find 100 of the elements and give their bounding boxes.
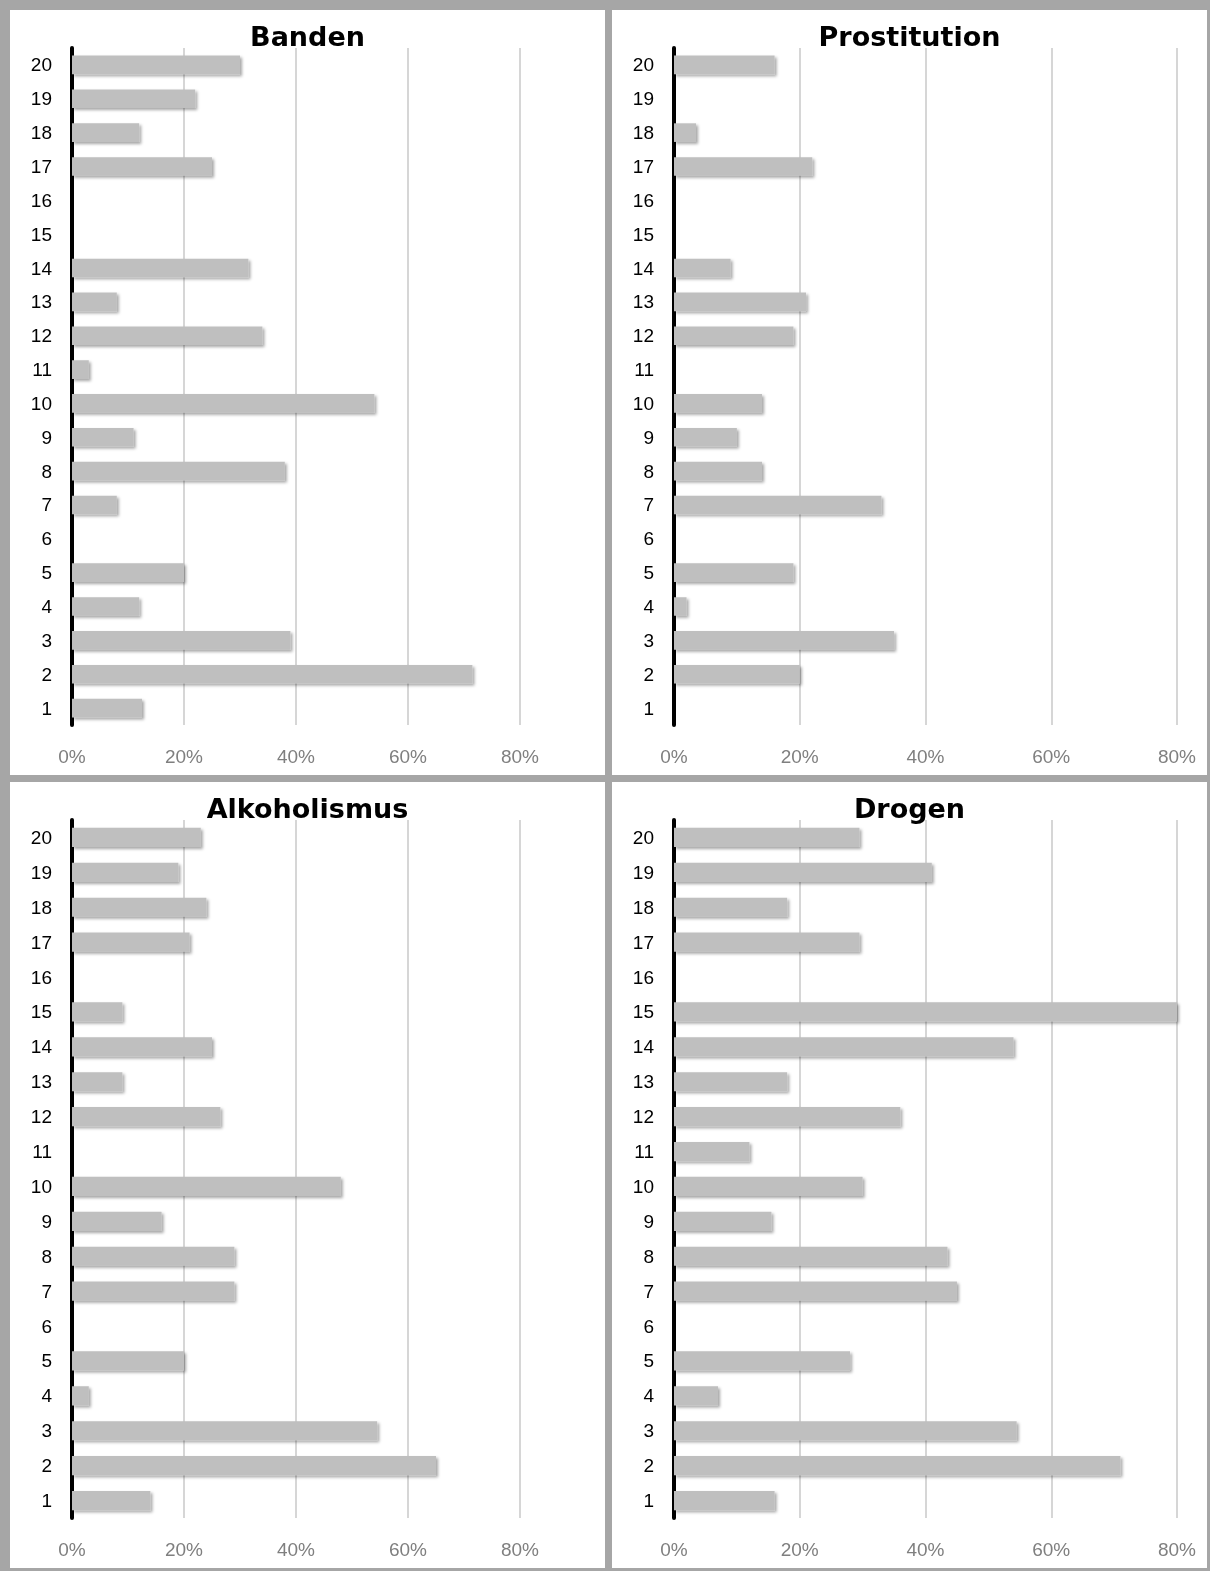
y-tick-label: 16 [632, 189, 654, 211]
x-tick-label: 40% [276, 1539, 316, 1560]
y-tick-label: 10 [632, 392, 654, 414]
y-tick-label: 10 [30, 392, 52, 414]
y-tick-label: 19 [632, 861, 654, 883]
bar [72, 597, 140, 616]
bar [72, 360, 89, 379]
y-tick-label: 14 [30, 1036, 53, 1058]
chart-title: Drogen [853, 793, 966, 824]
bar [674, 563, 794, 582]
bar [674, 1490, 775, 1511]
bar [674, 1072, 788, 1092]
y-tick-label: 13 [30, 1071, 52, 1093]
y-tick-label: 15 [30, 223, 52, 245]
bar [72, 1490, 151, 1511]
x-tick-label: 0% [58, 1539, 86, 1560]
y-tick-label: 15 [632, 223, 654, 245]
y-tick-label: 19 [30, 861, 52, 883]
x-tick-label: 80% [1157, 746, 1197, 767]
y-tick-label: 4 [643, 1385, 655, 1407]
y-tick-label: 12 [632, 325, 654, 347]
x-tick-label: 0% [58, 746, 86, 767]
y-tick-label: 18 [30, 896, 52, 918]
y-tick-label: 20 [632, 54, 654, 76]
bar [674, 1141, 750, 1162]
bar [72, 862, 179, 882]
y-tick-label: 2 [643, 663, 654, 685]
y-tick-label: 11 [32, 359, 52, 381]
y-tick-label: 1 [643, 697, 654, 719]
y-tick-label: 18 [632, 896, 654, 918]
bar [674, 394, 763, 413]
y-tick-label: 20 [30, 54, 52, 76]
x-tick-label: 40% [906, 1539, 945, 1560]
y-tick-label: 8 [41, 1245, 52, 1267]
y-tick-label: 16 [30, 189, 52, 211]
bar [674, 326, 794, 346]
chart-title: Prostitution [818, 21, 1001, 52]
x-tick-label: 20% [780, 1539, 819, 1560]
x-tick-label: 40% [906, 746, 945, 767]
bar [72, 292, 117, 312]
bar [674, 123, 697, 142]
bar [72, 495, 117, 515]
y-tick-label: 4 [41, 1385, 53, 1407]
x-tick-label: 20% [164, 1539, 204, 1560]
y-tick-label: 17 [30, 931, 52, 953]
y-tick-label: 15 [30, 1001, 52, 1023]
bar [674, 55, 775, 75]
bar [72, 1211, 162, 1231]
x-tick-label: 0% [660, 1539, 688, 1560]
y-tick-label: 5 [643, 1350, 654, 1372]
bar [674, 1211, 772, 1231]
y-tick-label: 1 [41, 1490, 52, 1512]
x-tick-label: 60% [388, 746, 428, 767]
x-tick-label: 80% [500, 746, 540, 767]
x-tick-label: 80% [500, 1539, 540, 1560]
y-tick-label: 9 [41, 426, 52, 448]
y-tick-label: 19 [632, 88, 654, 110]
y-tick-label: 2 [643, 1455, 654, 1477]
y-tick-label: 5 [41, 562, 52, 584]
y-tick-label: 18 [632, 122, 654, 144]
y-tick-label: 20 [632, 826, 654, 848]
y-tick-label: 3 [41, 1420, 52, 1442]
bar [674, 461, 763, 481]
bar [674, 258, 731, 278]
y-tick-label: 4 [643, 596, 655, 618]
y-tick-label: 8 [41, 460, 52, 482]
y-tick-label: 3 [643, 629, 654, 651]
y-tick-label: 9 [643, 1210, 654, 1232]
y-tick-label: 6 [41, 528, 52, 550]
y-tick-label: 14 [632, 257, 655, 279]
bar [72, 1072, 123, 1092]
y-tick-label: 3 [41, 629, 52, 651]
y-tick-label: 17 [632, 931, 654, 953]
y-tick-label: 14 [30, 257, 53, 279]
x-tick-label: 0% [660, 746, 688, 767]
bar [674, 897, 788, 917]
bar [72, 1386, 89, 1406]
y-tick-label: 11 [634, 1141, 654, 1163]
bar [72, 123, 140, 142]
y-tick-label: 13 [632, 291, 654, 313]
y-tick-label: 2 [41, 663, 52, 685]
y-tick-label: 14 [632, 1036, 655, 1058]
y-tick-label: 12 [632, 1106, 654, 1128]
y-tick-label: 8 [643, 1245, 654, 1267]
y-tick-label: 17 [30, 155, 52, 177]
y-tick-label: 13 [632, 1071, 654, 1093]
y-tick-label: 13 [30, 291, 52, 313]
x-tick-label: 60% [1032, 1539, 1071, 1560]
x-tick-label: 60% [388, 1539, 428, 1560]
x-tick-label: 20% [780, 746, 819, 767]
y-tick-label: 1 [41, 697, 52, 719]
y-tick-label: 12 [30, 1106, 52, 1128]
y-tick-label: 20 [30, 826, 52, 848]
y-tick-label: 12 [30, 325, 52, 347]
y-tick-label: 11 [634, 359, 654, 381]
x-tick-label: 40% [276, 746, 316, 767]
y-tick-label: 16 [632, 966, 654, 988]
bar [674, 597, 687, 616]
y-tick-label: 7 [41, 1280, 52, 1302]
y-tick-label: 4 [41, 596, 53, 618]
